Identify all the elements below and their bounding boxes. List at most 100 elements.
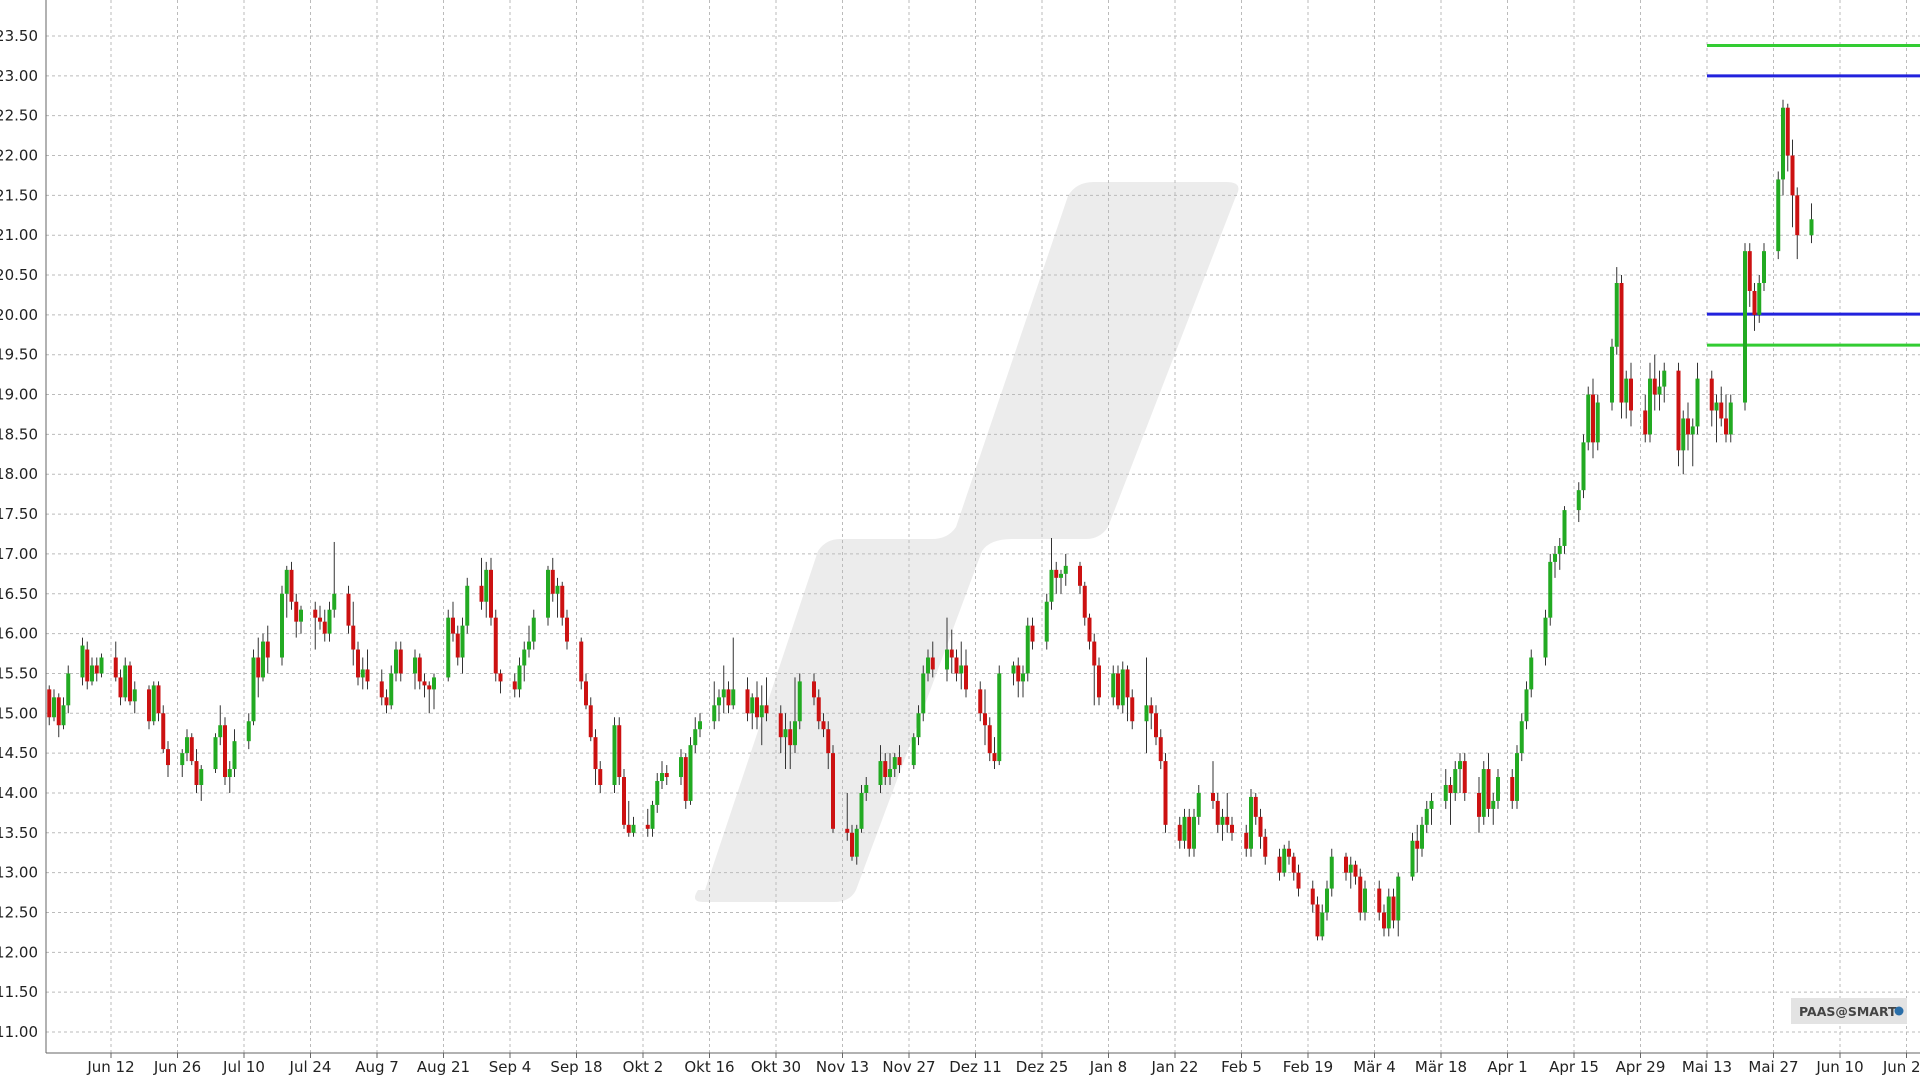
candlestick: [417, 653, 422, 690]
candlestick: [1277, 848, 1282, 881]
candlestick: [921, 665, 926, 722]
candlestick: [47, 685, 52, 726]
candle-body: [1743, 251, 1747, 403]
x-tick-label: Jul 24: [289, 1058, 332, 1076]
x-tick-label: Nov 13: [816, 1058, 869, 1076]
candlestick: [280, 585, 284, 666]
candle-body: [622, 777, 626, 825]
candle-body: [1158, 737, 1163, 762]
x-tick-label: Sep 18: [550, 1058, 602, 1076]
candlestick: [1743, 243, 1747, 411]
candlestick: [232, 729, 237, 778]
y-tick-label: 13.50: [0, 824, 38, 842]
candlestick: [56, 693, 61, 738]
candle-body: [584, 681, 588, 706]
background-logo-watermark: [694, 182, 1239, 902]
candlestick: [888, 753, 892, 785]
candle-body: [588, 705, 593, 738]
candle-body: [859, 792, 864, 829]
candle-body: [555, 585, 560, 594]
candlestick: [797, 673, 802, 730]
candlestick: [1795, 187, 1800, 260]
candlestick: [1291, 852, 1296, 881]
candle-body: [1809, 219, 1814, 236]
y-tick-label: 12.50: [0, 903, 38, 921]
candlestick: [1686, 402, 1690, 451]
candlestick: [1396, 872, 1401, 937]
candlestick: [1785, 103, 1790, 172]
candle-body: [413, 657, 417, 674]
candle-body: [1714, 402, 1719, 411]
candlestick: [954, 649, 959, 682]
candlestick: [1082, 581, 1087, 626]
candle-body: [47, 689, 52, 718]
candlestick: [1757, 275, 1762, 323]
candlestick: [289, 561, 294, 610]
candle-body: [299, 609, 303, 622]
candlestick: [1158, 729, 1163, 770]
candlestick: [1054, 561, 1059, 594]
candlestick: [655, 773, 660, 813]
candlestick: [831, 745, 835, 833]
y-tick-label: 18.00: [0, 465, 38, 483]
candlestick: [1120, 661, 1125, 714]
candlestick: [1215, 792, 1220, 833]
candlestick: [1315, 896, 1320, 941]
candle-body: [1025, 625, 1030, 674]
y-tick-label: 12.00: [0, 943, 38, 961]
candlestick: [897, 745, 902, 774]
candle-body: [1510, 777, 1515, 801]
candlestick: [118, 669, 123, 706]
candle-body: [132, 689, 137, 702]
candle-body: [1258, 816, 1263, 837]
candlestick: [1491, 792, 1496, 825]
candle-body: [679, 757, 683, 778]
candle-body: [546, 569, 550, 618]
candle-body: [688, 745, 693, 801]
candlestick: [1553, 545, 1557, 578]
x-tick-label: Okt 2: [623, 1058, 664, 1076]
candlestick: [522, 641, 527, 682]
candlestick: [1448, 777, 1453, 825]
candlestick: [859, 784, 864, 833]
candle-body: [199, 769, 204, 785]
x-tick-label: Jun 26: [153, 1058, 201, 1076]
candlestick: [1177, 816, 1182, 849]
candlestick: [1591, 378, 1595, 459]
candlestick: [1358, 868, 1363, 921]
candlestick: [1519, 713, 1524, 762]
candlestick: [731, 637, 736, 710]
candle-body: [793, 721, 797, 746]
candlestick: [1049, 537, 1054, 610]
candle-body: [351, 625, 356, 650]
candle-body: [1092, 641, 1097, 666]
candlestick: [660, 761, 664, 789]
candlestick: [679, 749, 683, 785]
candle-body: [1752, 290, 1757, 315]
candlesticks: [47, 99, 1814, 941]
candle-body: [1795, 195, 1800, 236]
candlestick: [992, 737, 997, 770]
candle-body: [949, 649, 954, 658]
candlestick: [227, 761, 232, 793]
candlestick: [698, 713, 702, 738]
candlestick: [185, 729, 189, 762]
candlestick: [816, 689, 821, 730]
candlestick: [565, 609, 569, 650]
y-axis-labels: 11.00 11.50 12.00 12.50 13.00 13.50 14.00 14.50…: [0, 27, 38, 1041]
candle-body: [232, 741, 237, 770]
candle-body: [498, 673, 503, 682]
candle-body: [655, 781, 660, 805]
candle-body: [118, 677, 123, 698]
candle-body: [1458, 761, 1462, 770]
candlestick: [926, 649, 930, 682]
candlestick: [560, 581, 565, 626]
candle-body: [612, 725, 617, 785]
candle-body: [1709, 378, 1714, 411]
candle-body: [261, 641, 265, 678]
candle-body: [493, 617, 498, 674]
candle-body: [1291, 856, 1296, 873]
candle-body: [1557, 545, 1562, 554]
candle-body: [1287, 848, 1291, 857]
candle-body: [1462, 761, 1467, 793]
